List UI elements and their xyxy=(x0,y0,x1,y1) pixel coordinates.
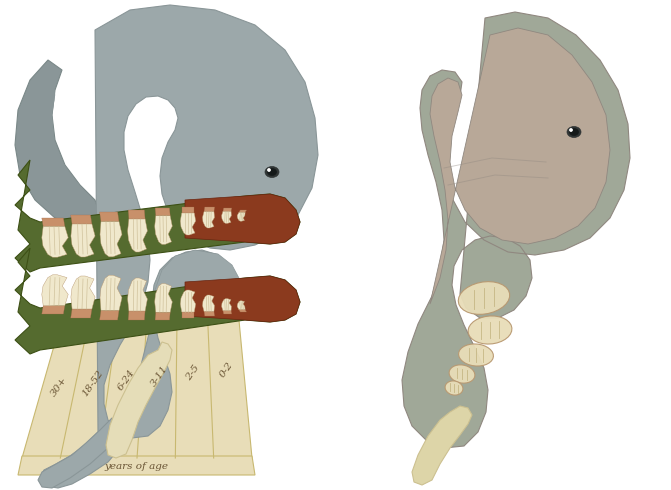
Text: 6-24: 6-24 xyxy=(115,368,136,392)
Polygon shape xyxy=(128,311,145,320)
Ellipse shape xyxy=(570,128,572,131)
Ellipse shape xyxy=(265,167,279,177)
Ellipse shape xyxy=(570,128,578,136)
Polygon shape xyxy=(42,218,65,226)
Polygon shape xyxy=(182,207,195,213)
Text: 3-11: 3-11 xyxy=(149,364,170,389)
Ellipse shape xyxy=(268,169,276,175)
Polygon shape xyxy=(402,12,630,448)
Polygon shape xyxy=(70,215,92,224)
Polygon shape xyxy=(458,344,493,366)
Polygon shape xyxy=(203,295,215,312)
Ellipse shape xyxy=(567,126,581,138)
Polygon shape xyxy=(223,208,231,211)
Polygon shape xyxy=(42,275,68,306)
Polygon shape xyxy=(449,365,475,383)
Polygon shape xyxy=(100,221,122,257)
Polygon shape xyxy=(70,309,92,318)
Polygon shape xyxy=(22,278,252,458)
Polygon shape xyxy=(71,276,95,309)
Polygon shape xyxy=(458,282,509,314)
Polygon shape xyxy=(430,28,610,304)
Polygon shape xyxy=(155,250,240,325)
Polygon shape xyxy=(221,211,231,223)
Polygon shape xyxy=(180,290,196,312)
Polygon shape xyxy=(27,75,90,212)
Text: 0-2: 0-2 xyxy=(218,360,236,379)
Polygon shape xyxy=(42,306,65,314)
Polygon shape xyxy=(180,213,196,235)
Polygon shape xyxy=(15,248,300,354)
Polygon shape xyxy=(203,212,215,228)
Polygon shape xyxy=(221,298,231,311)
Polygon shape xyxy=(445,381,463,395)
Text: 18-52: 18-52 xyxy=(80,368,105,398)
Polygon shape xyxy=(204,312,215,316)
Polygon shape xyxy=(239,210,246,212)
Text: years of age: years of age xyxy=(104,462,168,470)
Polygon shape xyxy=(182,312,195,318)
Polygon shape xyxy=(155,216,172,245)
Polygon shape xyxy=(237,212,245,221)
Polygon shape xyxy=(40,5,318,488)
Polygon shape xyxy=(71,224,95,257)
Polygon shape xyxy=(185,194,300,244)
Polygon shape xyxy=(412,406,472,485)
Text: 30+: 30+ xyxy=(49,375,69,398)
Polygon shape xyxy=(155,312,170,320)
Polygon shape xyxy=(128,210,145,219)
Polygon shape xyxy=(106,342,172,458)
Text: 2-5: 2-5 xyxy=(185,364,201,382)
Polygon shape xyxy=(18,456,255,475)
Polygon shape xyxy=(237,301,245,310)
Polygon shape xyxy=(99,212,119,221)
Polygon shape xyxy=(127,219,148,252)
Polygon shape xyxy=(42,226,68,257)
Polygon shape xyxy=(38,418,120,488)
Polygon shape xyxy=(223,311,231,314)
Polygon shape xyxy=(127,278,148,311)
Polygon shape xyxy=(15,160,300,272)
Polygon shape xyxy=(15,60,100,225)
Polygon shape xyxy=(155,208,170,216)
Polygon shape xyxy=(468,316,512,344)
Polygon shape xyxy=(204,207,215,212)
Polygon shape xyxy=(155,284,172,312)
Polygon shape xyxy=(99,310,119,320)
Polygon shape xyxy=(185,276,300,322)
Polygon shape xyxy=(100,275,122,310)
Ellipse shape xyxy=(268,169,270,171)
Polygon shape xyxy=(239,310,246,312)
